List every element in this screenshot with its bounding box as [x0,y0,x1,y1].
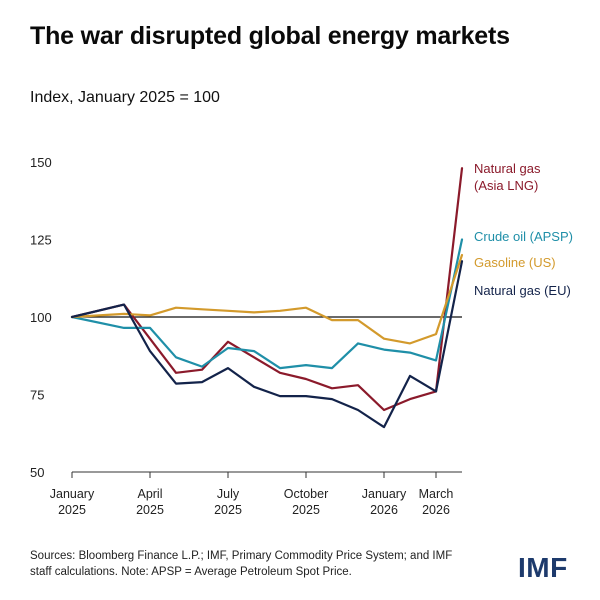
source-line-1: Sources: Bloomberg Finance L.P.; IMF, Pr… [30,550,453,562]
series-line-0 [70,167,464,412]
series-label: Crude oil (APSP) [474,229,573,244]
series-line-1 [70,238,464,370]
x-tick-label: April [137,487,162,501]
imf-logo: IMF [518,552,568,583]
x-tick-label: 2025 [58,503,86,517]
series-line-2 [70,253,464,345]
series-line-3 [70,260,464,429]
series-label: Natural gas (EU) [474,283,571,298]
x-tick-label: 2025 [136,503,164,517]
series-label: (Asia LNG) [474,178,538,193]
x-tick-label: 2026 [422,503,450,517]
y-tick-label: 125 [30,233,52,248]
x-tick-label: 2025 [214,503,242,517]
line-chart: 50 75 100 125 150 January 2025 April 2025 July 202… [30,155,573,517]
y-tick-label: 100 [30,310,52,325]
x-tick-label: January [362,487,407,501]
series-label: Gasoline (US) [474,255,556,270]
y-tick-label: 75 [30,388,44,403]
chart-title: The war disrupted global energy markets [30,22,510,50]
source-line-2: staff calculations. Note: APSP = Average… [30,566,352,578]
y-tick-label: 50 [30,465,44,480]
series-label: Natural gas [474,161,541,176]
chart-subtitle: Index, January 2025 = 100 [30,89,220,106]
x-tick-label: January [50,487,95,501]
x-tick-label: March [419,487,454,501]
source-note: Sources: Bloomberg Finance L.P.; IMF, Pr… [30,548,500,580]
x-tick-label: 2026 [370,503,398,517]
x-tick-label: October [284,487,328,501]
y-tick-label: 150 [30,155,52,170]
x-tick-label: July [217,487,240,501]
x-tick-label: 2025 [292,503,320,517]
